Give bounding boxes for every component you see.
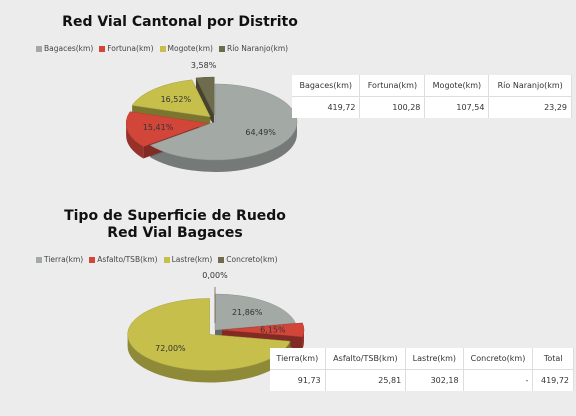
legend: Tierra(km) Asfalto/TSB(km) Lastre(km) Concr… xyxy=(30,255,278,264)
header-cell: Tierra(km) xyxy=(270,348,326,370)
table-cell: 23,29 xyxy=(488,96,572,118)
table-cell: 419,72 xyxy=(532,369,574,391)
table-cell: 302,18 xyxy=(405,369,464,391)
value-label: 64,49% xyxy=(245,128,276,137)
value-label: 3,58% xyxy=(191,61,217,70)
legend-swatch xyxy=(218,257,225,263)
pie-slice xyxy=(221,322,305,337)
header-cell: Río Naranjo(km) xyxy=(488,75,572,97)
legend-label: Río Naranjo(km) xyxy=(226,44,289,53)
table-header: Bagaces(km) Fortuna(km) Mogote(km) Río Nara… xyxy=(292,75,572,97)
legend: Bagaces(km) Fortuna(km) Mogote(km) Río Nara… xyxy=(30,44,288,53)
legend-label: Asfalto/TSB(km) xyxy=(97,255,158,264)
legend-label: Fortuna(km) xyxy=(107,44,154,53)
pie-slice xyxy=(149,83,298,161)
legend-swatch xyxy=(89,257,96,263)
chart-title: Red Vial Cantonal por Distrito xyxy=(62,14,298,30)
header-cell: Asfalto/TSB(km) xyxy=(325,348,407,370)
value-label: 6,15% xyxy=(260,325,286,334)
table-cell: 107,54 xyxy=(424,96,490,118)
header-cell: Fortuna(km) xyxy=(359,75,426,97)
pie-slice xyxy=(131,79,211,118)
slice-side xyxy=(127,334,291,383)
table-cell: 100,28 xyxy=(359,96,426,118)
value-label: 72,00% xyxy=(155,344,186,353)
header-cell: Total xyxy=(532,348,574,370)
pie-slice xyxy=(127,298,291,371)
legend-label: Concreto(km) xyxy=(226,255,278,264)
value-label: 15,41% xyxy=(143,123,174,132)
header-cell: Lastre(km) xyxy=(405,348,464,370)
table-row: 419,72 100,28 107,54 23,29 xyxy=(292,96,572,118)
header-cell: Mogote(km) xyxy=(424,75,490,97)
legend-swatch xyxy=(163,257,170,263)
value-label: 16,52% xyxy=(161,95,192,104)
header-cell: Bagaces(km) xyxy=(292,75,361,97)
legend-label: Lastre(km) xyxy=(171,255,213,264)
legend-swatch xyxy=(218,46,225,52)
legend-swatch xyxy=(36,257,42,263)
value-label: 21,86% xyxy=(232,308,263,317)
legend-label: Mogote(km) xyxy=(167,44,213,53)
table-cell: 91,73 xyxy=(270,369,326,391)
slice-side xyxy=(126,123,144,159)
header-cell: Concreto(km) xyxy=(463,348,534,370)
table-cell: 419,72 xyxy=(292,96,361,118)
pie-slice xyxy=(125,111,209,147)
legend-label: Tierra(km) xyxy=(44,255,84,264)
table-header: Tierra(km) Asfalto/TSB(km) Lastre(km) Concr… xyxy=(270,348,574,370)
chart-title: Tipo de Superficie de Ruedo Red Vial Bag… xyxy=(64,208,286,241)
legend-swatch xyxy=(159,46,166,52)
table-row: 91,73 25,81 302,18-419,72 xyxy=(270,369,574,391)
legend-label: Bagaces(km) xyxy=(44,44,94,53)
table-cell: - xyxy=(463,369,534,391)
value-label: 0,00% xyxy=(202,271,228,280)
slice-side xyxy=(302,329,304,349)
table-cell: 25,81 xyxy=(325,369,407,391)
legend-swatch xyxy=(99,46,106,52)
pie-slice xyxy=(195,76,215,116)
data-table: Tierra(km) Asfalto/TSB(km) Lastre(km) Concr… xyxy=(270,348,574,391)
slice-side xyxy=(150,122,297,172)
pie-slice xyxy=(214,293,296,331)
legend-swatch xyxy=(36,46,42,52)
data-table: Bagaces(km) Fortuna(km) Mogote(km) Río Nara… xyxy=(292,75,572,118)
slice-cut xyxy=(195,78,215,128)
